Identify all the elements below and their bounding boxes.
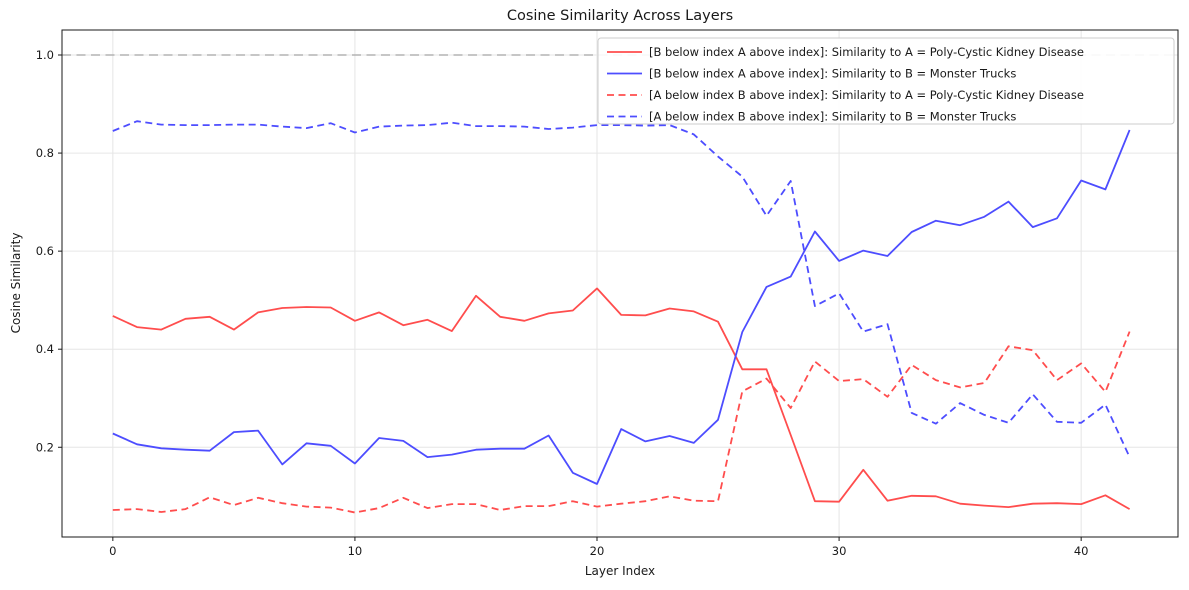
y-tick-label: 1.0 [36,48,54,62]
y-axis-label: Cosine Similarity [9,233,23,334]
x-axis-label: Layer Index [585,564,655,578]
y-tick-label: 0.2 [36,440,54,454]
legend-item-label: [B below index A above index]: Similarit… [649,67,1016,81]
series-layer [112,120,1131,514]
series-line-3 [112,120,1131,458]
legend: [B below index A above index]: Similarit… [597,37,1175,125]
axes-border [61,29,1179,538]
x-tick-label: 40 [1074,544,1089,558]
x-tick-label: 30 [832,544,847,558]
chart-title: Cosine Similarity Across Layers [507,8,733,24]
axes-spines [61,29,1179,538]
series-line-2 [112,331,1131,514]
series-line-0 [112,287,1131,510]
x-tick-label: 10 [348,544,363,558]
legend-item-label: [B below index A above index]: Similarit… [649,45,1084,59]
tick-layer: 0 10 20 30 40 0.2 0.4 0.6 0.8 1.0 [36,48,1089,558]
y-tick-label: 0.4 [36,342,54,356]
x-tick-label: 0 [109,544,116,558]
y-tick-label: 0.8 [36,146,54,160]
legend-frame [597,37,1175,125]
legend-item-label: [A below index B above index]: Similarit… [649,110,1016,124]
legend-item-label: [A below index B above index]: Similarit… [649,88,1084,102]
series-line-1 [112,129,1131,485]
x-tick-label: 20 [590,544,605,558]
y-tick-label: 0.6 [36,244,54,258]
